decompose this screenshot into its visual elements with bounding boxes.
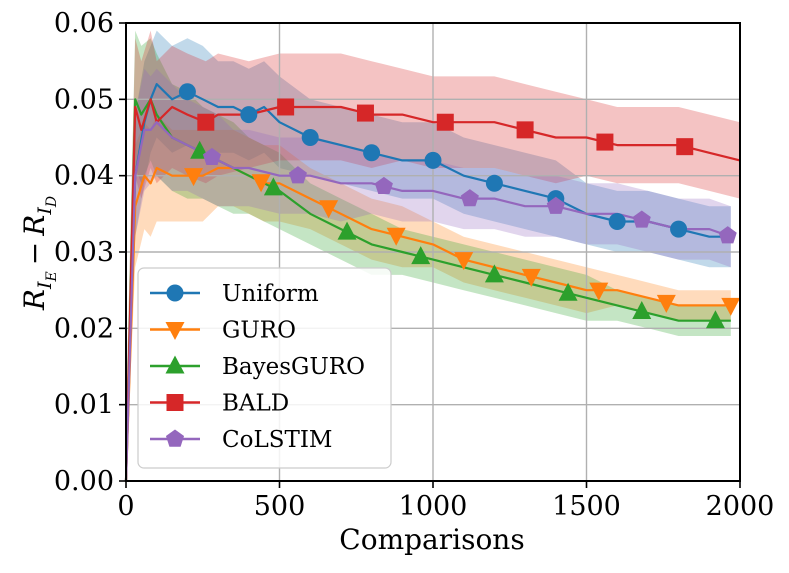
legend-label-bald: BALD <box>222 391 289 417</box>
marker-bald <box>277 98 295 116</box>
legend-label-bayesguro: BayesGURO <box>222 354 365 380</box>
marker-bayesguro <box>484 264 504 283</box>
marker-bald <box>197 113 215 131</box>
marker-bayesguro <box>263 177 283 196</box>
x-axis-ticks: 0 500 1000 1500 2000 <box>117 481 774 522</box>
legend-box <box>137 267 392 469</box>
marker-bald <box>676 138 694 156</box>
marker-bayesguro <box>337 221 357 240</box>
marker-uniform <box>608 212 626 230</box>
marker-guro <box>386 227 406 246</box>
marker-guro <box>319 200 339 219</box>
band-uniform <box>126 30 731 481</box>
marker-bald <box>596 133 614 151</box>
line-colstim <box>124 121 732 482</box>
svg-text:RIE−RID: RIE−RID <box>18 196 60 311</box>
marker-colstim <box>288 166 307 184</box>
legend-marker-bald <box>166 394 184 411</box>
y-tick-label: 0.00 <box>54 466 114 497</box>
y-tick-label: 0.05 <box>54 84 114 115</box>
marker-uniform <box>301 129 319 146</box>
marker-guro <box>454 252 474 271</box>
legend-label-colstim: CoLSTIM <box>222 427 332 453</box>
legend-marker-colstim <box>165 429 185 447</box>
marker-bayesguro <box>705 310 725 329</box>
x-tick-label: 500 <box>254 491 306 522</box>
marker-colstim <box>546 196 565 214</box>
marker-guro <box>589 282 609 301</box>
marker-colstim <box>374 176 393 195</box>
marker-colstim <box>202 147 221 166</box>
marker-bayesguro <box>632 301 652 320</box>
marker-uniform <box>240 106 258 124</box>
marker-bayesguro <box>558 282 578 301</box>
marker-guro <box>721 297 741 316</box>
series-markers <box>178 83 741 329</box>
marker-uniform <box>424 151 442 169</box>
marker-colstim <box>718 226 737 244</box>
x-tick-label: 0 <box>117 491 134 522</box>
marker-uniform <box>178 83 196 101</box>
marker-guro <box>656 294 676 313</box>
y-tick-label: 0.02 <box>54 313 114 344</box>
line-bayesguro <box>124 98 731 482</box>
marker-colstim <box>460 189 479 207</box>
marker-guro <box>184 168 204 187</box>
marker-bald <box>436 113 454 131</box>
marker-bayesguro <box>411 246 431 265</box>
line-uniform <box>124 83 731 482</box>
legend: Uniform GURO BayesGURO BALD CoLSTIM <box>137 267 392 469</box>
legend-marker-bayesguro <box>165 355 185 374</box>
x-tick-label: 1000 <box>399 491 468 522</box>
y-axis-ticks: 0.00 0.01 0.02 0.03 0.04 0.05 0.06 <box>54 8 126 497</box>
marker-uniform <box>363 144 381 162</box>
marker-guro <box>521 268 541 287</box>
y-tick-label: 0.06 <box>54 8 114 39</box>
x-tick-label: 2000 <box>706 491 775 522</box>
band-bayesguro <box>126 30 731 481</box>
y-tick-label: 0.03 <box>54 237 114 268</box>
y-tick-label: 0.04 <box>54 161 114 192</box>
x-tick-label: 1500 <box>552 491 621 522</box>
legend-label-uniform: Uniform <box>222 281 319 307</box>
legend-label-guro: GURO <box>222 318 296 344</box>
marker-bald <box>516 121 534 139</box>
marker-guro <box>251 174 271 193</box>
marker-uniform <box>485 174 503 192</box>
marker-colstim <box>632 210 651 228</box>
marker-bald <box>356 104 374 122</box>
band-colstim <box>126 68 731 482</box>
y-tick-label: 0.01 <box>54 390 114 421</box>
legend-marker-uniform <box>166 284 184 302</box>
legend-marker-guro <box>165 322 185 340</box>
x-axis-label: Comparisons <box>339 523 524 556</box>
marker-uniform <box>670 220 688 238</box>
y-axis-label: RIE−RID <box>18 196 60 311</box>
band-guro <box>126 114 731 481</box>
